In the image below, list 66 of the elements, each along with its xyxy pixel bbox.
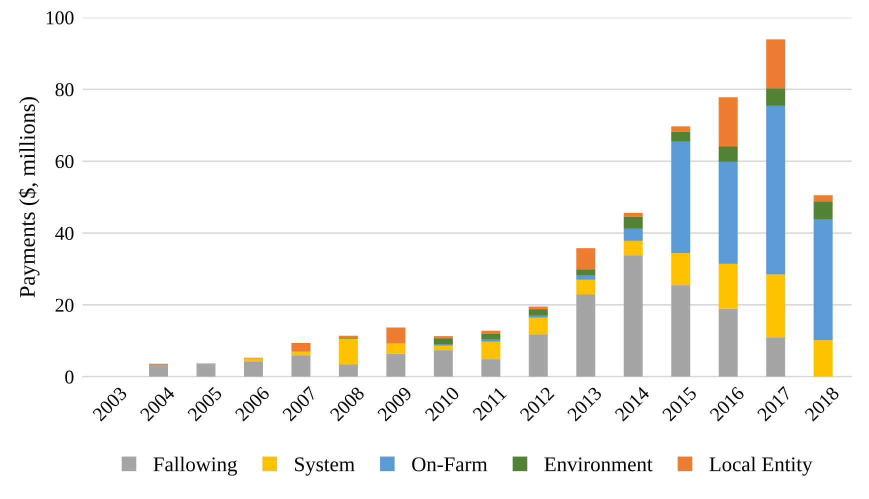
bar <box>576 280 596 294</box>
bar <box>244 358 263 362</box>
bar <box>624 240 643 256</box>
bar <box>386 343 406 354</box>
bar <box>814 340 833 377</box>
legend-label: Fallowing <box>154 456 238 476</box>
bar <box>528 317 548 334</box>
y-tick-label: 80 <box>56 83 74 96</box>
bar <box>291 355 310 377</box>
bar <box>671 126 690 132</box>
bar <box>718 308 738 377</box>
bar <box>338 338 358 365</box>
bar <box>481 342 500 360</box>
legend-label: On-Farm <box>412 457 488 472</box>
bar <box>576 294 596 377</box>
legend-label: Environment <box>544 457 653 472</box>
bar <box>149 364 168 377</box>
bar <box>814 201 833 220</box>
legend-label: System <box>295 457 355 476</box>
bar <box>481 330 500 334</box>
bar <box>434 338 453 344</box>
bar <box>766 337 786 377</box>
bar <box>338 364 358 377</box>
bar <box>244 361 263 377</box>
y-tick-label: 40 <box>55 226 74 240</box>
bar <box>624 212 643 217</box>
bar <box>718 162 738 264</box>
bar <box>671 253 690 286</box>
bar <box>718 264 738 309</box>
y-tick-label: 20 <box>56 298 74 312</box>
bar <box>671 132 690 142</box>
bar <box>291 352 310 356</box>
y-tick-label: 0 <box>65 370 74 384</box>
bar <box>481 359 500 377</box>
bar <box>576 269 596 276</box>
bar <box>624 255 643 377</box>
bar <box>576 248 596 270</box>
bar <box>671 285 690 377</box>
bar <box>814 219 833 340</box>
bar <box>434 345 453 350</box>
y-axis-title: Payments ($, millions) <box>18 97 40 298</box>
bar <box>528 310 548 316</box>
x-tick-label: 2011 <box>472 386 507 422</box>
bar <box>386 328 406 344</box>
bar <box>528 334 548 377</box>
bar <box>481 334 500 340</box>
legend-label: Local Entity <box>710 456 812 476</box>
bar <box>718 97 738 146</box>
bar <box>291 342 310 352</box>
bar <box>576 275 596 280</box>
bar <box>386 354 406 377</box>
bar <box>624 228 643 241</box>
bar <box>434 350 453 377</box>
bar <box>766 39 786 88</box>
bar <box>196 364 216 377</box>
bar <box>766 106 786 274</box>
bar <box>481 339 500 342</box>
bar <box>528 306 548 310</box>
bar <box>814 195 833 202</box>
bar <box>766 88 786 106</box>
bar <box>671 142 690 254</box>
bar <box>718 146 738 162</box>
bar <box>766 274 786 338</box>
bar <box>624 216 643 229</box>
y-tick-label: 100 <box>46 11 74 24</box>
y-tick-label: 60 <box>56 154 74 168</box>
